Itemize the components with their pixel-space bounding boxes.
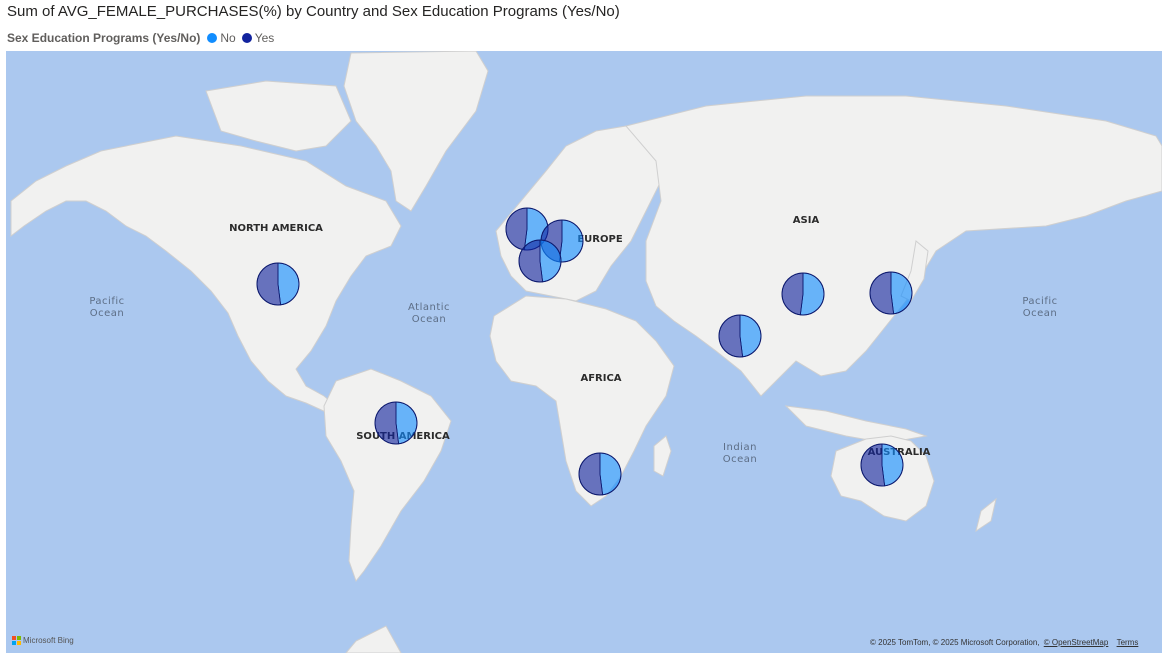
map-footer: © 2025 TomTom, © 2025 Microsoft Corporat… <box>870 638 1138 647</box>
map-canvas[interactable]: NORTH AMERICA EUROPE ASIA AFRICA SOUTH A… <box>6 51 1162 653</box>
label-pacific-left-1: Pacific <box>89 296 124 307</box>
pie-japan[interactable] <box>869 271 913 315</box>
label-north-america: NORTH AMERICA <box>229 223 323 234</box>
land-arctic-islands <box>205 80 352 152</box>
label-africa: AFRICA <box>580 373 621 384</box>
land-new-zealand <box>975 497 997 533</box>
label-asia: ASIA <box>793 215 820 226</box>
legend-no-label: No <box>220 31 236 45</box>
bing-label: Microsoft Bing <box>23 636 74 645</box>
microsoft-logo-icon <box>12 636 21 645</box>
land-antarctica <box>345 625 402 653</box>
pie-outline-india <box>718 314 762 358</box>
bing-attribution: Microsoft Bing <box>12 636 74 645</box>
pie-india[interactable] <box>718 314 762 358</box>
chart-title: Sum of AVG_FEMALE_PURCHASES(%) by Countr… <box>7 3 620 20</box>
legend-no-swatch <box>207 33 218 43</box>
land-north-america <box>10 135 402 414</box>
label-atlantic-1: Atlantic <box>408 302 450 313</box>
pie-united-states[interactable] <box>256 262 300 306</box>
pie-south-africa[interactable] <box>578 452 622 496</box>
label-europe: EUROPE <box>577 234 622 245</box>
pie-outline-france <box>518 239 562 283</box>
pie-outline-united-states <box>256 262 300 306</box>
legend-item-yes[interactable]: Yes <box>241 31 275 45</box>
land-asia <box>625 95 1162 397</box>
label-indian-2: Ocean <box>723 454 758 465</box>
label-indian-1: Indian <box>723 442 757 453</box>
osm-link[interactable]: © OpenStreetMap <box>1043 638 1109 647</box>
pie-outline-china <box>781 272 825 316</box>
legend-title: Sex Education Programs (Yes/No) <box>7 31 201 45</box>
land-madagascar <box>653 435 672 477</box>
label-pacific-left-2: Ocean <box>90 308 125 319</box>
label-pacific-right-2: Ocean <box>1023 308 1058 319</box>
pie-australia[interactable] <box>860 443 904 487</box>
pie-markers <box>256 207 913 496</box>
land-indonesia <box>784 405 928 444</box>
land-greenland <box>343 51 489 212</box>
land-south-america <box>323 368 452 583</box>
legend-yes-swatch <box>241 33 252 43</box>
pie-outline-brazil <box>374 401 418 445</box>
pie-outline-japan <box>869 271 913 315</box>
legend: Sex Education Programs (Yes/No) No Yes <box>7 31 280 45</box>
pie-outline-south-africa <box>578 452 622 496</box>
label-pacific-right-1: Pacific <box>1022 296 1057 307</box>
pie-outline-australia <box>860 443 904 487</box>
pie-france[interactable] <box>518 239 562 283</box>
copyright-text: © 2025 TomTom, © 2025 Microsoft Corporat… <box>870 638 1040 647</box>
map-svg: NORTH AMERICA EUROPE ASIA AFRICA SOUTH A… <box>10 51 1162 653</box>
legend-item-no[interactable]: No <box>207 31 236 45</box>
terms-link[interactable]: Terms <box>1116 638 1139 647</box>
pie-brazil[interactable] <box>374 401 418 445</box>
label-atlantic-2: Ocean <box>412 314 447 325</box>
legend-yes-label: Yes <box>254 31 275 45</box>
pie-china[interactable] <box>781 272 825 316</box>
